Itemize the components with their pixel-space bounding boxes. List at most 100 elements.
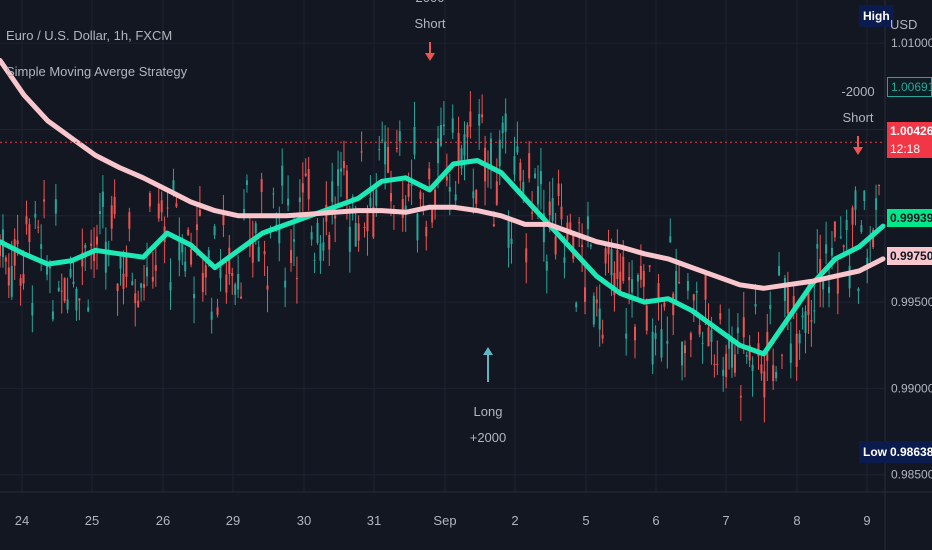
candle-body <box>460 148 463 169</box>
candle-body <box>472 191 475 199</box>
candle-body <box>178 238 181 261</box>
candle-body <box>0 240 1 256</box>
candle-body <box>384 141 387 165</box>
candle-body <box>216 307 219 315</box>
x-tick-label: 25 <box>85 513 99 528</box>
price-tag-fast-ma: 0.99939 <box>887 209 932 227</box>
candle-body <box>628 276 631 281</box>
candle-body <box>863 190 866 202</box>
candle-body <box>90 243 93 246</box>
candle-body <box>854 190 857 210</box>
candle-body <box>157 203 160 219</box>
candle-body <box>72 281 75 284</box>
short-arrow-head <box>425 53 435 61</box>
candle-body <box>681 341 684 366</box>
candle-body <box>345 170 348 199</box>
candle-body <box>143 283 146 288</box>
candle-body <box>595 299 598 304</box>
candle-body <box>801 315 804 318</box>
candle-body <box>763 371 766 398</box>
candle-body <box>360 151 363 153</box>
candle-body <box>489 138 492 166</box>
price-tag-last: 1.00426 <box>887 122 932 140</box>
candle-body <box>407 184 410 197</box>
candle-body <box>598 308 601 330</box>
candle-body <box>683 345 686 354</box>
candle-body <box>7 267 10 286</box>
candle-body <box>4 257 7 262</box>
candle-body <box>219 260 222 279</box>
candle-body <box>731 339 734 368</box>
candle-body <box>830 247 833 256</box>
candle-body <box>425 226 428 237</box>
candle-body <box>116 283 119 292</box>
y-tick-label: 1.01000 <box>891 36 932 50</box>
candle-body <box>557 183 560 197</box>
candle-body <box>31 302 34 316</box>
candle-body <box>231 273 234 277</box>
candle-body <box>454 194 457 201</box>
candle-body <box>40 244 43 249</box>
candle-body <box>795 333 798 367</box>
candle-body <box>201 272 204 293</box>
candle-body <box>804 311 807 333</box>
candle-body <box>84 245 87 249</box>
candle-body <box>101 191 104 207</box>
candle-body <box>642 270 645 287</box>
signal-label: 2000 <box>416 0 445 5</box>
candle-body <box>154 265 157 271</box>
candle-body <box>431 206 434 223</box>
candle-body <box>195 224 198 231</box>
candle-body <box>13 239 16 266</box>
candle-body <box>34 213 37 218</box>
candle-body <box>581 244 584 247</box>
candle-body <box>272 193 275 195</box>
candle-body <box>198 209 201 216</box>
candle-body <box>639 265 642 280</box>
candle-body <box>451 118 454 133</box>
candle-body <box>213 226 216 236</box>
candle-body <box>428 168 431 180</box>
candle-body <box>284 280 287 288</box>
candle-body <box>722 369 725 376</box>
candle-body <box>475 189 478 204</box>
candle-body <box>778 265 781 276</box>
price-tag-slow-ma: 0.99750 <box>887 247 932 265</box>
candle-body <box>148 193 151 207</box>
candle-body <box>733 354 736 373</box>
x-tick-label: 30 <box>297 513 311 528</box>
candle-body <box>25 216 28 225</box>
candle-body <box>586 216 589 230</box>
x-tick-label: 5 <box>582 513 589 528</box>
candle-body <box>298 197 301 203</box>
candle-body <box>507 216 510 248</box>
candle-body <box>633 326 636 341</box>
candle-body <box>816 244 819 249</box>
candle-body <box>348 226 351 252</box>
candle-body <box>204 265 207 278</box>
candle-body <box>578 222 581 224</box>
candle-body <box>413 127 416 155</box>
candle-body <box>387 146 390 173</box>
candle-body <box>584 287 587 303</box>
candle-body <box>504 113 507 132</box>
candle-body <box>193 293 196 299</box>
candle-body <box>607 242 610 255</box>
candle-body <box>389 193 392 202</box>
candle-body <box>119 256 122 269</box>
candle-body <box>648 265 651 267</box>
candle-body <box>689 333 692 340</box>
candle-body <box>545 261 548 271</box>
candle-body <box>48 266 51 269</box>
candle-body <box>783 278 786 301</box>
candle-body <box>137 300 140 308</box>
signal-label: Long <box>474 404 503 419</box>
candle-body <box>78 298 81 301</box>
candle-body <box>848 265 851 289</box>
candle-body <box>842 245 845 248</box>
candle-body <box>528 153 531 179</box>
candle-body <box>807 285 810 316</box>
candle-body <box>463 134 466 156</box>
candle-body <box>378 149 381 151</box>
